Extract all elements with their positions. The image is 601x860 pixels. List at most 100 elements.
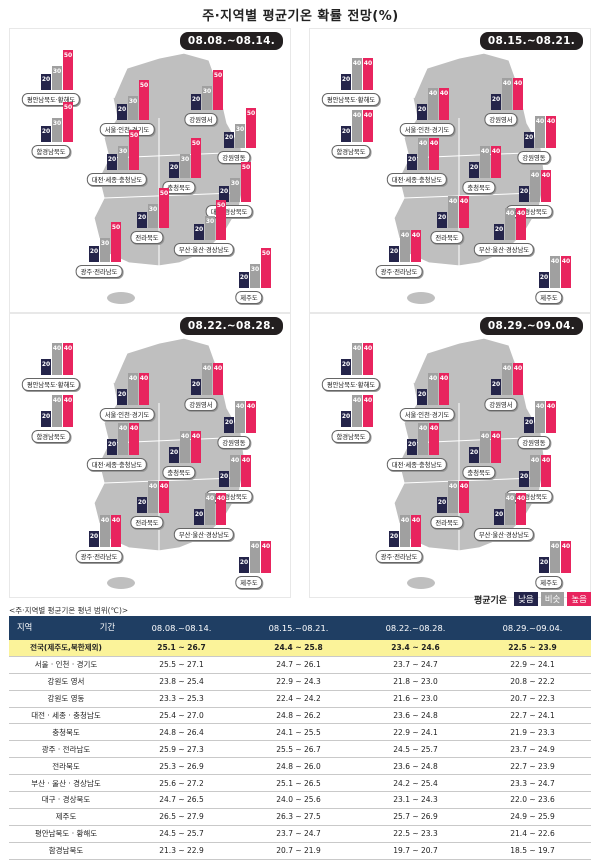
bar-norm: 40 <box>100 515 110 547</box>
table-cell-region: 충청북도 <box>9 723 123 742</box>
bar-value-label: 40 <box>516 495 526 502</box>
table-row: 강원도 영동 23.3 ~ 25.3 22.4 ~ 24.2 21.6 ~ 23.0 2… <box>9 690 591 708</box>
region-label: 전라북도 <box>430 231 464 244</box>
region-chart: 20 40 40 강원영서 <box>471 353 531 411</box>
bar-high: 40 <box>541 455 551 487</box>
table-row: 전국(제주도,북한제외) 25.1 ~ 26.7 24.4 ~ 25.8 23.4 ~… <box>9 640 591 657</box>
bar-value-label: 40 <box>52 397 62 404</box>
bar-value-label: 40 <box>241 457 251 464</box>
bar-norm: 40 <box>530 455 540 487</box>
bar-low: 20 <box>41 74 51 90</box>
bar-low: 20 <box>469 162 479 178</box>
header-col-1: 08.08.~08.14. <box>123 616 240 640</box>
table-cell-region: 강원도 영서 <box>9 673 123 691</box>
bar-value-label: 40 <box>535 118 545 125</box>
region-chart: 20 40 40 서울·인천·경기도 <box>397 78 457 136</box>
bar-value-label: 30 <box>52 68 62 75</box>
header-period: 기간 <box>99 622 115 632</box>
table-cell-range: 25.4 ~ 27.0 <box>123 707 240 725</box>
bar-value-label: 40 <box>261 543 271 550</box>
bar-value-label: 20 <box>224 134 234 141</box>
region-chart: 20 30 50 부산·울산·경상남도 <box>173 198 235 256</box>
bar-high: 50 <box>213 70 223 110</box>
table-row: 전라북도 25.3 ~ 26.9 24.8 ~ 26.0 23.6 ~ 24.8 22.… <box>9 757 591 776</box>
region-chart: 20 40 40 대전·세종·충청남도 <box>86 413 148 471</box>
bar-value-label: 20 <box>341 361 351 368</box>
bar-norm: 30 <box>235 124 245 148</box>
table-cell-region: 서울 · 인천 · 경기도 <box>9 656 123 674</box>
bar-norm: 40 <box>52 343 62 375</box>
bar-value-label: 40 <box>216 495 226 502</box>
bar-low: 20 <box>89 531 99 547</box>
table-cell-region: 전국(제주도,북한제외) <box>9 640 123 657</box>
bar-value-label: 20 <box>224 419 234 426</box>
table-cell-range: 19.7 ~ 20.7 <box>357 842 474 860</box>
region-label: 전라북도 <box>430 516 464 529</box>
bar-high: 40 <box>411 230 421 262</box>
bar-value-label: 20 <box>417 391 427 398</box>
bar-value-label: 40 <box>205 495 215 502</box>
table-header-row: 지역 기간 08.08.~08.14. 08.15.~08.21. 08.22.… <box>9 616 591 640</box>
region-label: 서울·인천·경기도 <box>399 123 455 136</box>
region-chart: 20 40 40 전라북도 <box>117 471 177 529</box>
bar-value-label: 40 <box>459 198 469 205</box>
region-chart: 20 40 40 충청북도 <box>449 421 509 479</box>
bar-norm: 40 <box>505 208 515 240</box>
bar-value-label: 40 <box>502 365 512 372</box>
bar-low: 20 <box>224 132 234 148</box>
table-cell-range: 24.8 ~ 26.0 <box>240 757 357 776</box>
bar-value-label: 20 <box>341 128 351 135</box>
bar-norm: 30 <box>100 238 110 262</box>
province-border <box>103 477 235 484</box>
header-col-3: 08.22.~08.28. <box>357 616 474 640</box>
bar-value-label: 20 <box>494 511 504 518</box>
region-chart: 20 40 40 부산·울산·경상남도 <box>173 483 235 541</box>
bar-value-label: 40 <box>541 172 551 179</box>
bar-low: 20 <box>491 379 501 395</box>
bar-value-label: 20 <box>239 274 249 281</box>
legend-high: 높음 <box>567 592 591 606</box>
table-cell-range: 22.7 ~ 24.1 <box>474 707 591 725</box>
bar-high: 50 <box>139 80 149 120</box>
bar-value-label: 20 <box>191 96 201 103</box>
table-cell-range: 21.8 ~ 23.0 <box>357 673 474 691</box>
bar-high: 40 <box>546 401 556 433</box>
panel-frame <box>309 28 591 313</box>
bar-low: 20 <box>219 186 229 202</box>
bar-value-label: 40 <box>550 258 560 265</box>
region-label: 대전·세종·충청남도 <box>86 173 148 186</box>
bar-norm: 40 <box>205 493 215 525</box>
region-chart: 20 40 40 전라북도 <box>417 186 477 244</box>
table-cell-range: 24.1 ~ 25.5 <box>240 723 357 742</box>
period-badge: 08.22.~08.28. <box>179 317 283 335</box>
bar-value-label: 40 <box>550 543 560 550</box>
bar-norm: 40 <box>148 481 158 513</box>
bar-value-label: 40 <box>191 433 201 440</box>
region-label: 전라북도 <box>130 231 164 244</box>
bar-value-label: 40 <box>459 483 469 490</box>
table-cell-range: 24.9 ~ 25.9 <box>474 808 591 826</box>
bar-norm: 30 <box>128 96 138 120</box>
region-chart: 20 40 40 서울·인천·경기도 <box>97 363 157 421</box>
table-cell-range: 23.8 ~ 25.4 <box>123 673 240 691</box>
region-chart: 20 40 40 충청북도 <box>149 421 209 479</box>
header-region: 지역 <box>17 622 33 632</box>
bar-value-label: 40 <box>202 365 212 372</box>
region-chart: 20 40 40 광주·전라남도 <box>369 505 429 563</box>
table-cell-range: 23.6 ~ 24.8 <box>357 707 474 725</box>
bar-norm: 40 <box>550 256 560 288</box>
bar-high: 40 <box>241 455 251 487</box>
region-chart: 20 30 50 전라북도 <box>117 186 177 244</box>
bar-value-label: 20 <box>469 449 479 456</box>
bar-value-label: 40 <box>148 483 158 490</box>
bar-value-label: 20 <box>524 134 534 141</box>
bar-value-label: 40 <box>480 433 490 440</box>
bar-high: 40 <box>213 363 223 395</box>
table-cell-range: 20.8 ~ 22.2 <box>474 673 591 691</box>
table-cell-range: 22.9 ~ 24.1 <box>357 723 474 742</box>
bar-value-label: 40 <box>352 112 362 119</box>
bar-low: 20 <box>341 126 351 142</box>
bar-value-label: 20 <box>41 76 51 83</box>
legend-title: 평균기온 <box>473 595 508 606</box>
region-chart: 20 40 40 제주도 <box>519 246 579 304</box>
